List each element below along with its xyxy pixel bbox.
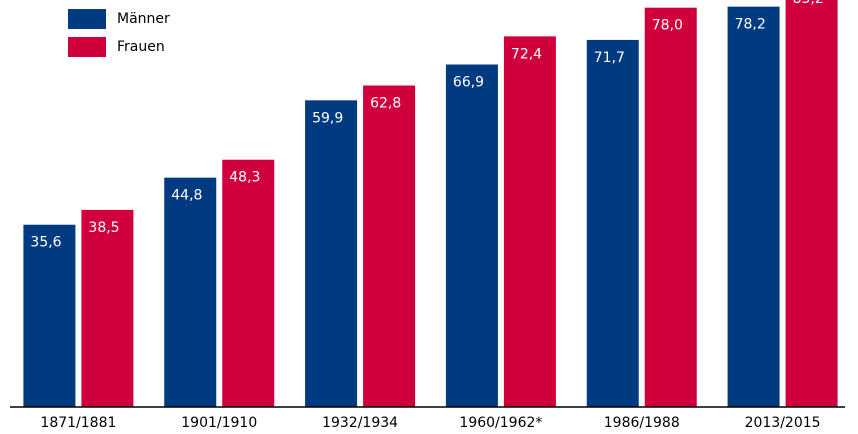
bar — [503, 36, 556, 408]
value-label: 44,8 — [171, 188, 202, 204]
bar — [445, 64, 498, 407]
value-label: 66,9 — [453, 75, 484, 91]
bar — [363, 85, 416, 407]
value-label: 62,8 — [370, 95, 401, 111]
value-label: 78,0 — [652, 18, 683, 34]
value-label: 59,9 — [312, 110, 343, 126]
value-label: 83,2 — [793, 0, 824, 7]
value-label: 48,3 — [229, 170, 260, 186]
legend-swatch — [68, 37, 106, 57]
x-tick-label: 1871/1881 — [40, 415, 116, 431]
legend-label: Frauen — [117, 39, 165, 55]
bar — [644, 7, 697, 407]
x-tick-label: 2013/2015 — [745, 415, 821, 431]
bar — [727, 6, 780, 408]
bar — [164, 177, 217, 407]
value-label: 72,4 — [511, 46, 542, 62]
bar — [586, 39, 639, 408]
x-tick-label: 1901/1910 — [181, 415, 257, 431]
bar — [305, 100, 358, 408]
bar — [81, 209, 134, 407]
bar — [23, 224, 76, 407]
value-label: 78,2 — [735, 17, 766, 33]
bar — [785, 0, 838, 407]
value-label: 71,7 — [594, 50, 625, 66]
value-label: 35,6 — [30, 235, 61, 251]
x-tick-label: 1986/1988 — [604, 415, 680, 431]
x-tick-label: 1960/1962* — [459, 415, 542, 431]
x-tick-label: 1932/1934 — [322, 415, 398, 431]
bar — [222, 159, 275, 407]
legend-swatch — [68, 9, 106, 29]
value-label: 38,5 — [88, 220, 119, 236]
legend-label: Männer — [117, 11, 170, 27]
